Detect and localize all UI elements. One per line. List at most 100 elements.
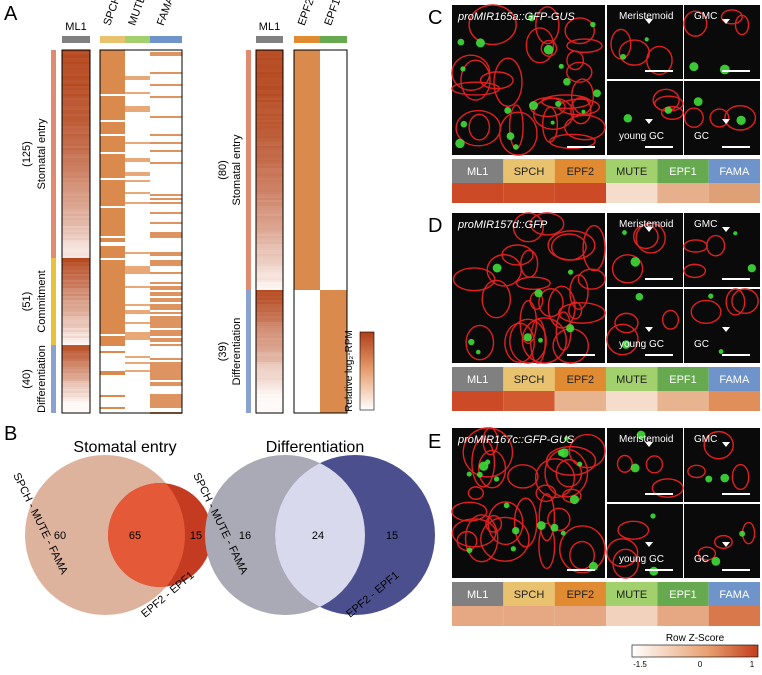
heat-cell bbox=[62, 359, 90, 361]
heat-cell bbox=[256, 142, 283, 144]
heat-cell bbox=[256, 288, 283, 290]
heat-cell bbox=[256, 388, 283, 390]
heat-cell bbox=[150, 232, 182, 234]
heat-cell bbox=[100, 98, 125, 100]
cell-outline bbox=[709, 108, 730, 128]
column-header-bar bbox=[294, 36, 320, 43]
heat-cell bbox=[256, 228, 283, 230]
reporter-title: proMIR165a::GFP-GUS bbox=[457, 11, 575, 23]
scale-bar bbox=[722, 493, 750, 495]
heat-cell bbox=[100, 108, 125, 110]
heat-cell bbox=[125, 270, 150, 272]
heat-cell bbox=[100, 138, 125, 140]
heat-cell bbox=[62, 294, 90, 296]
heat-cell bbox=[100, 90, 125, 92]
heat-cell bbox=[100, 262, 125, 264]
heat-cell bbox=[100, 192, 125, 194]
heat-cell bbox=[100, 188, 125, 190]
gfp-signal bbox=[457, 38, 465, 46]
gene-label: EPF1 bbox=[669, 166, 697, 178]
heat-cell bbox=[62, 182, 90, 184]
heat-cell bbox=[125, 110, 150, 112]
heat-cell bbox=[657, 391, 709, 411]
heat-cell bbox=[150, 260, 182, 262]
heat-cell bbox=[256, 258, 283, 260]
heat-cell bbox=[100, 240, 125, 242]
heat-cell bbox=[62, 216, 90, 218]
heat-cell bbox=[62, 174, 90, 176]
heat-cell bbox=[62, 142, 90, 144]
group-count: (39) bbox=[217, 342, 229, 362]
heat-cell bbox=[125, 312, 150, 314]
heat-cell bbox=[256, 214, 283, 216]
heat-cell bbox=[256, 284, 283, 286]
heat-cell bbox=[150, 306, 182, 308]
heat-cell bbox=[100, 298, 125, 300]
heatmap-frame bbox=[99, 49, 183, 414]
heat-cell bbox=[100, 130, 125, 132]
heat-cell bbox=[100, 278, 125, 280]
heat-cell bbox=[62, 130, 90, 132]
heat-cell bbox=[150, 252, 182, 254]
heat-cell bbox=[62, 98, 90, 100]
heat-cell bbox=[62, 96, 90, 98]
heat-cell bbox=[100, 162, 125, 164]
cell-outline bbox=[515, 276, 551, 290]
heat-cell bbox=[100, 328, 125, 330]
heat-cell bbox=[256, 68, 283, 70]
heat-cell bbox=[62, 353, 90, 355]
heat-cell bbox=[150, 394, 182, 396]
gfp-signal bbox=[493, 476, 500, 482]
heat-cell bbox=[62, 379, 90, 381]
gfp-signal bbox=[705, 475, 713, 483]
scale-bar bbox=[645, 278, 673, 280]
gfp-signal bbox=[455, 138, 465, 149]
cell-outline bbox=[566, 50, 585, 71]
heat-cell bbox=[100, 168, 125, 170]
heat-cell bbox=[150, 400, 182, 402]
heat-cell bbox=[62, 78, 90, 80]
heat-cell bbox=[62, 154, 90, 156]
heat-cell bbox=[62, 242, 90, 244]
heat-cell bbox=[150, 378, 182, 380]
heat-cell bbox=[256, 382, 283, 384]
heat-cell bbox=[256, 132, 283, 134]
gfp-signal bbox=[523, 333, 532, 342]
heat-cell bbox=[256, 248, 283, 250]
cell-outline bbox=[614, 312, 639, 334]
cell-outline bbox=[468, 113, 491, 141]
heat-cell bbox=[150, 382, 182, 384]
heat-cell bbox=[150, 96, 182, 98]
heat-cell bbox=[62, 164, 90, 166]
gfp-signal bbox=[567, 269, 574, 275]
heat-cell bbox=[256, 334, 283, 336]
heat-cell bbox=[256, 102, 283, 104]
inset-label: Meristemoid bbox=[619, 219, 673, 230]
zscore-key bbox=[631, 644, 759, 658]
heat-cell bbox=[256, 290, 283, 292]
cell-outline bbox=[606, 323, 639, 356]
heat-cell bbox=[256, 182, 283, 184]
heat-cell bbox=[150, 308, 182, 310]
heat-cell bbox=[256, 390, 283, 392]
heat-cell bbox=[62, 206, 90, 208]
cell-outline bbox=[535, 6, 560, 45]
heat-cell bbox=[256, 282, 283, 284]
heat-cell bbox=[256, 220, 283, 222]
heat-cell bbox=[62, 228, 90, 230]
heat-cell bbox=[100, 250, 125, 252]
heat-cell bbox=[256, 118, 283, 120]
heat-cell bbox=[125, 160, 150, 162]
heat-cell bbox=[62, 367, 90, 369]
heat-cell bbox=[256, 112, 283, 114]
heat-cell bbox=[100, 256, 125, 258]
heat-cell bbox=[256, 208, 283, 210]
heat-cell bbox=[100, 66, 125, 68]
heat-cell bbox=[62, 188, 90, 190]
heat-cell bbox=[256, 60, 283, 62]
cell-outline bbox=[713, 534, 733, 550]
heat-cell bbox=[256, 406, 283, 408]
heat-cell bbox=[100, 68, 125, 70]
heat-cell bbox=[62, 357, 90, 359]
heat-cell bbox=[100, 351, 125, 353]
